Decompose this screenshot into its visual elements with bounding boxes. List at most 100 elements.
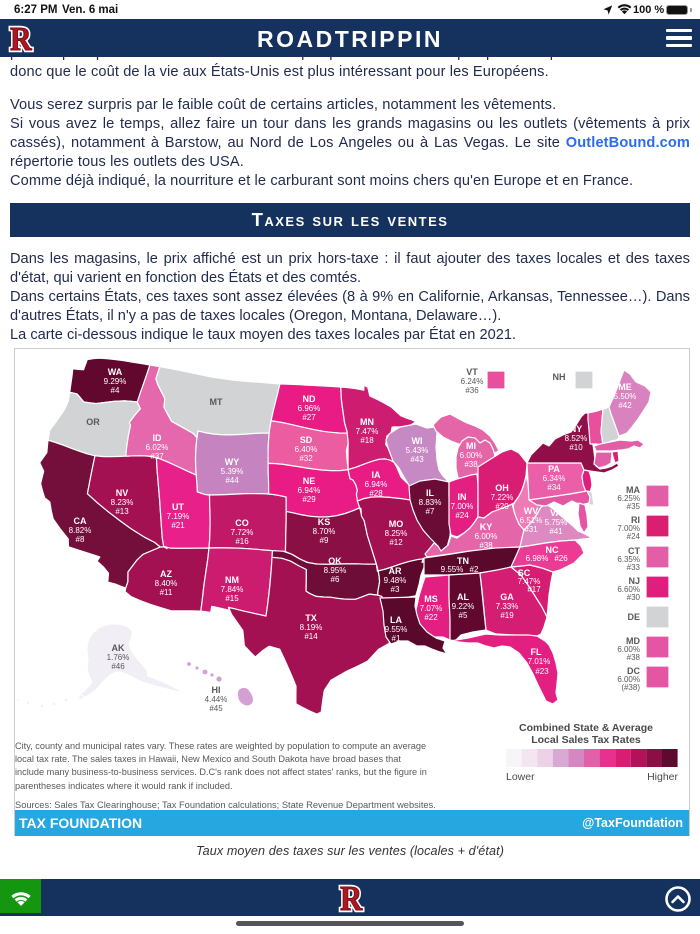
svg-text:#2: #2 bbox=[470, 565, 479, 574]
svg-text:6.00%: 6.00% bbox=[617, 675, 640, 684]
svg-text:Local Sales Tax Rates: Local Sales Tax Rates bbox=[531, 734, 641, 746]
svg-text:#38: #38 bbox=[479, 541, 493, 550]
svg-text:#8: #8 bbox=[76, 535, 85, 544]
svg-text:#1: #1 bbox=[392, 634, 401, 643]
svg-text:MA: MA bbox=[626, 485, 640, 495]
svg-text:7.07%: 7.07% bbox=[420, 604, 443, 613]
svg-text:#42: #42 bbox=[618, 401, 632, 410]
svg-text:MO: MO bbox=[389, 519, 404, 529]
svg-text:7.72%: 7.72% bbox=[231, 528, 254, 537]
svg-text:#19: #19 bbox=[500, 611, 514, 620]
svg-text:#16: #16 bbox=[235, 537, 249, 546]
svg-text:8.40%: 8.40% bbox=[155, 579, 178, 588]
svg-text:IL: IL bbox=[426, 488, 435, 498]
svg-text:7.22%: 7.22% bbox=[491, 493, 514, 502]
svg-text:WV: WV bbox=[524, 506, 539, 516]
svg-text:#6: #6 bbox=[331, 575, 340, 584]
svg-text:#17: #17 bbox=[527, 585, 541, 594]
svg-text:#20: #20 bbox=[495, 502, 509, 511]
svg-text:5.50%: 5.50% bbox=[614, 392, 637, 401]
svg-text:#30: #30 bbox=[627, 593, 641, 602]
svg-text:6.51%: 6.51% bbox=[520, 516, 543, 525]
svg-text:AZ: AZ bbox=[160, 569, 172, 579]
svg-text:NJ: NJ bbox=[628, 576, 640, 586]
svg-text:6.60%: 6.60% bbox=[617, 585, 640, 594]
svg-text:GA: GA bbox=[500, 592, 514, 602]
svg-text:9.22%: 9.22% bbox=[452, 602, 475, 611]
svg-text:#38: #38 bbox=[464, 460, 478, 469]
svg-text:6.24%: 6.24% bbox=[461, 377, 484, 386]
svg-text:#44: #44 bbox=[225, 476, 239, 485]
svg-text:7.47%: 7.47% bbox=[356, 427, 379, 436]
svg-text:#37: #37 bbox=[150, 452, 164, 461]
svg-text:6.94%: 6.94% bbox=[365, 480, 388, 489]
svg-text:IN: IN bbox=[458, 492, 467, 502]
svg-text:VT: VT bbox=[466, 367, 478, 377]
svg-text:VA: VA bbox=[550, 508, 562, 518]
svg-text:8.83%: 8.83% bbox=[419, 498, 442, 507]
svg-text:WI: WI bbox=[412, 436, 423, 446]
svg-text:6.94%: 6.94% bbox=[298, 486, 321, 495]
svg-text:#18: #18 bbox=[360, 436, 374, 445]
svg-text:OK: OK bbox=[328, 556, 342, 566]
svg-text:8.70%: 8.70% bbox=[313, 527, 336, 536]
svg-text:9.48%: 9.48% bbox=[384, 576, 407, 585]
svg-text:6.00%: 6.00% bbox=[617, 645, 640, 654]
svg-text:CO: CO bbox=[235, 518, 249, 528]
svg-text:WY: WY bbox=[225, 457, 240, 467]
svg-text:Higher: Higher bbox=[647, 771, 678, 783]
svg-text:#3: #3 bbox=[391, 585, 400, 594]
svg-text:9.55%: 9.55% bbox=[441, 565, 464, 574]
svg-text:6.00%: 6.00% bbox=[460, 451, 483, 460]
svg-text:6.96%: 6.96% bbox=[298, 404, 321, 413]
svg-text:#11: #11 bbox=[160, 588, 173, 597]
svg-text:#7: #7 bbox=[426, 507, 435, 516]
svg-text:DE: DE bbox=[627, 612, 640, 622]
svg-text:CA: CA bbox=[74, 516, 87, 526]
svg-text:AK: AK bbox=[112, 643, 125, 653]
svg-text:OH: OH bbox=[495, 483, 509, 493]
svg-text:#21: #21 bbox=[171, 521, 185, 530]
svg-text:8.82%: 8.82% bbox=[69, 526, 92, 535]
svg-text:#24: #24 bbox=[455, 511, 469, 520]
svg-text:SC: SC bbox=[518, 568, 531, 578]
svg-text:ME: ME bbox=[618, 382, 632, 392]
svg-text:#10: #10 bbox=[569, 443, 583, 452]
svg-text:MN: MN bbox=[360, 417, 374, 427]
svg-text:#24: #24 bbox=[627, 532, 641, 541]
svg-text:#34: #34 bbox=[547, 483, 561, 492]
svg-text:NE: NE bbox=[303, 476, 316, 486]
svg-text:ND: ND bbox=[303, 394, 316, 404]
svg-text:WA: WA bbox=[108, 367, 123, 377]
svg-text:#26: #26 bbox=[554, 554, 568, 563]
svg-text:8.19%: 8.19% bbox=[300, 623, 323, 632]
svg-text:Lower: Lower bbox=[506, 771, 535, 783]
svg-text:5.75%: 5.75% bbox=[545, 518, 568, 527]
svg-text:MI: MI bbox=[466, 441, 476, 451]
svg-text:NY: NY bbox=[570, 424, 583, 434]
svg-text:MT: MT bbox=[210, 397, 223, 407]
svg-text:6.35%: 6.35% bbox=[617, 555, 640, 564]
svg-text:(#38): (#38) bbox=[621, 683, 640, 692]
svg-text:#32: #32 bbox=[299, 454, 313, 463]
svg-text:#43: #43 bbox=[410, 455, 424, 464]
svg-text:PA: PA bbox=[548, 464, 560, 474]
svg-text:1.76%: 1.76% bbox=[107, 653, 130, 662]
svg-text:#23: #23 bbox=[535, 667, 549, 676]
svg-text:#4: #4 bbox=[111, 386, 120, 395]
svg-text:8.23%: 8.23% bbox=[111, 498, 134, 507]
svg-text:6.40%: 6.40% bbox=[295, 445, 318, 454]
svg-text:#15: #15 bbox=[225, 594, 239, 603]
svg-text:NM: NM bbox=[225, 575, 239, 585]
svg-text:DC: DC bbox=[627, 666, 640, 676]
svg-text:MS: MS bbox=[424, 594, 438, 604]
svg-text:6.34%: 6.34% bbox=[543, 474, 566, 483]
svg-text:NC: NC bbox=[546, 545, 559, 555]
svg-text:6.98%: 6.98% bbox=[526, 554, 549, 563]
svg-text:6.00%: 6.00% bbox=[475, 532, 498, 541]
svg-text:#41: #41 bbox=[549, 527, 563, 536]
svg-text:8.25%: 8.25% bbox=[385, 529, 408, 538]
svg-text:7.00%: 7.00% bbox=[451, 502, 474, 511]
svg-text:RI: RI bbox=[631, 515, 640, 525]
svg-text:MD: MD bbox=[626, 636, 640, 646]
